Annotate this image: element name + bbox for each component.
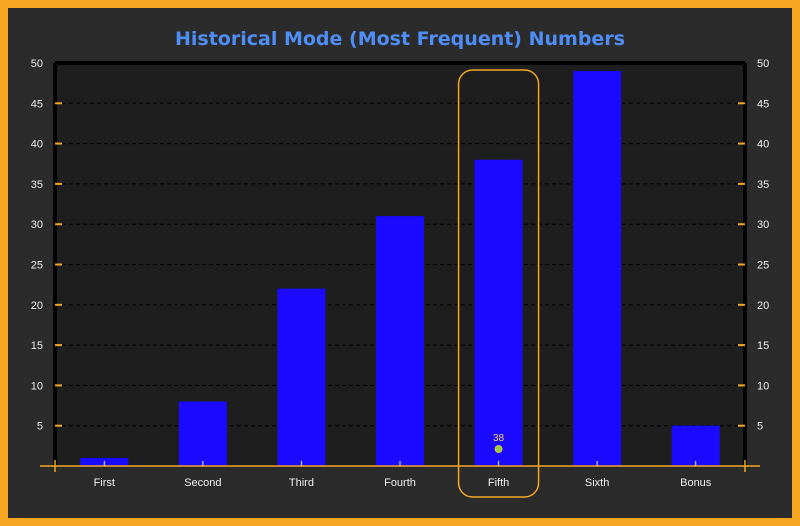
y-tick-label-right: 45 [757, 98, 769, 110]
y-tick-label-right: 15 [757, 340, 769, 352]
highlight-dot [494, 445, 503, 453]
x-tick-label: Second [184, 477, 221, 489]
bar-third [277, 288, 326, 466]
x-tick-label: Third [289, 477, 314, 489]
bars [80, 71, 720, 466]
y-tick-label-right: 20 [757, 300, 769, 312]
y-tick-label-left: 5 [37, 421, 43, 433]
x-tick-label: Bonus [680, 477, 712, 489]
y-tick-label-left: 25 [31, 260, 43, 272]
y-tick-label-left: 10 [31, 380, 43, 392]
bar-second [178, 401, 227, 466]
x-tick-label: Fourth [384, 477, 416, 489]
bar-bonus [671, 425, 720, 466]
x-tick-label: Fifth [488, 477, 509, 489]
x-tick-label: Sixth [585, 477, 609, 489]
y-tick-label-right: 25 [757, 260, 769, 272]
y-tick-label-left: 45 [31, 98, 43, 110]
y-tick-label-right: 10 [757, 380, 769, 392]
y-tick-label-right: 40 [757, 139, 769, 151]
y-tick-label-left: 20 [31, 300, 43, 312]
y-tick-label-right: 30 [757, 219, 769, 231]
y-tick-label-left: 30 [31, 219, 43, 231]
bar-sixth [573, 71, 622, 466]
y-tick-label-right: 50 [757, 58, 769, 70]
y-tick-label-left: 50 [31, 58, 43, 70]
bar-fourth [376, 216, 424, 466]
y-axis-left: 5 10 15 20 25 30 35 40 45 50 [31, 58, 62, 433]
x-tick-label: First [94, 477, 115, 489]
highlight-marker[interactable]: 38 [457, 69, 540, 498]
chart-title: Historical Mode (Most Frequent) Numbers [175, 28, 625, 50]
highlight-box [457, 69, 540, 498]
y-tick-label-left: 15 [31, 340, 43, 352]
y-axis-right: 5 10 15 20 25 30 35 40 45 50 [738, 58, 769, 433]
data-label-fifth: 38 [493, 433, 505, 444]
y-tick-label-left: 40 [31, 139, 43, 151]
y-tick-label-right: 5 [757, 421, 763, 433]
y-tick-label-left: 35 [31, 179, 43, 191]
x-axis: First Second Third Fourth Fifth Sixth Bonus [94, 461, 712, 489]
bar-fifth [474, 159, 523, 466]
y-tick-label-right: 35 [757, 179, 769, 191]
